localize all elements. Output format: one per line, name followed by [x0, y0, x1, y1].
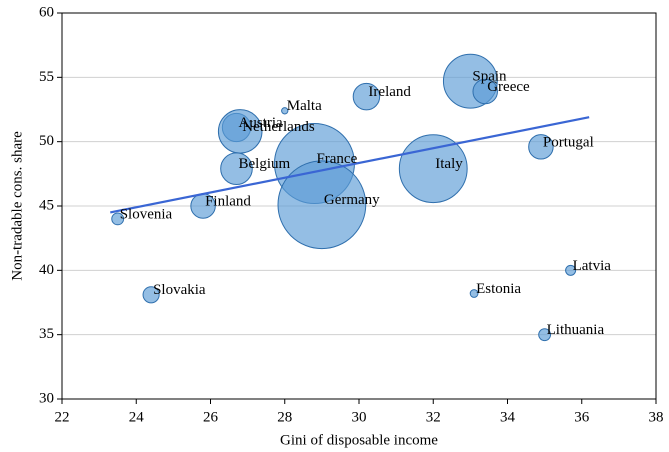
trend-line	[110, 116, 590, 214]
point-label: Austria	[238, 115, 282, 131]
x-tick-label: 38	[649, 409, 664, 425]
point-label: Slovenia	[120, 206, 173, 222]
point-label: Lithuania	[547, 322, 605, 338]
y-axis-label: Non-tradable cons. share	[9, 131, 25, 281]
y-tick-label: 40	[39, 262, 54, 278]
point-label: Latvia	[573, 258, 612, 274]
x-tick-label: 22	[55, 409, 70, 425]
bubble	[277, 160, 367, 250]
point-label: Spain	[472, 69, 507, 85]
bubble	[469, 289, 479, 298]
x-tick-label: 26	[203, 409, 219, 425]
point-label: Germany	[324, 192, 380, 208]
bubble	[528, 134, 554, 160]
bubble	[111, 212, 125, 226]
bubble	[142, 286, 160, 304]
bubble	[352, 82, 381, 111]
x-tick-label: 24	[129, 409, 145, 425]
point-label: Italy	[435, 156, 463, 172]
point-label: Portugal	[543, 134, 594, 150]
x-axis-label: Gini of disposable income	[280, 432, 438, 448]
y-tick-label: 60	[39, 4, 54, 20]
point-label: Ireland	[368, 84, 411, 100]
bubble	[565, 264, 577, 276]
bubble	[217, 109, 263, 154]
bubble	[281, 107, 289, 115]
x-tick-label: 36	[574, 409, 590, 425]
y-tick-label: 30	[39, 390, 54, 406]
y-tick-label: 50	[39, 133, 54, 149]
point-label: France	[316, 151, 357, 167]
point-label: Estonia	[476, 281, 521, 297]
x-tick-label: 34	[500, 409, 516, 425]
x-tick-label: 30	[352, 409, 367, 425]
point-label: Netherlands	[242, 119, 315, 135]
point-label: Belgium	[238, 156, 290, 172]
point-label: Slovakia	[153, 282, 206, 298]
point-label: Malta	[287, 98, 322, 114]
point-label: Greece	[487, 79, 530, 95]
x-tick-label: 28	[277, 409, 292, 425]
x-tick-label: 32	[426, 409, 441, 425]
bubble	[538, 328, 552, 342]
plot-frame	[61, 12, 657, 400]
y-tick-label: 45	[39, 197, 54, 213]
bubble	[472, 78, 498, 105]
y-tick-label: 55	[39, 69, 54, 85]
y-tick-label: 35	[39, 326, 54, 342]
point-label: Finland	[205, 193, 251, 209]
